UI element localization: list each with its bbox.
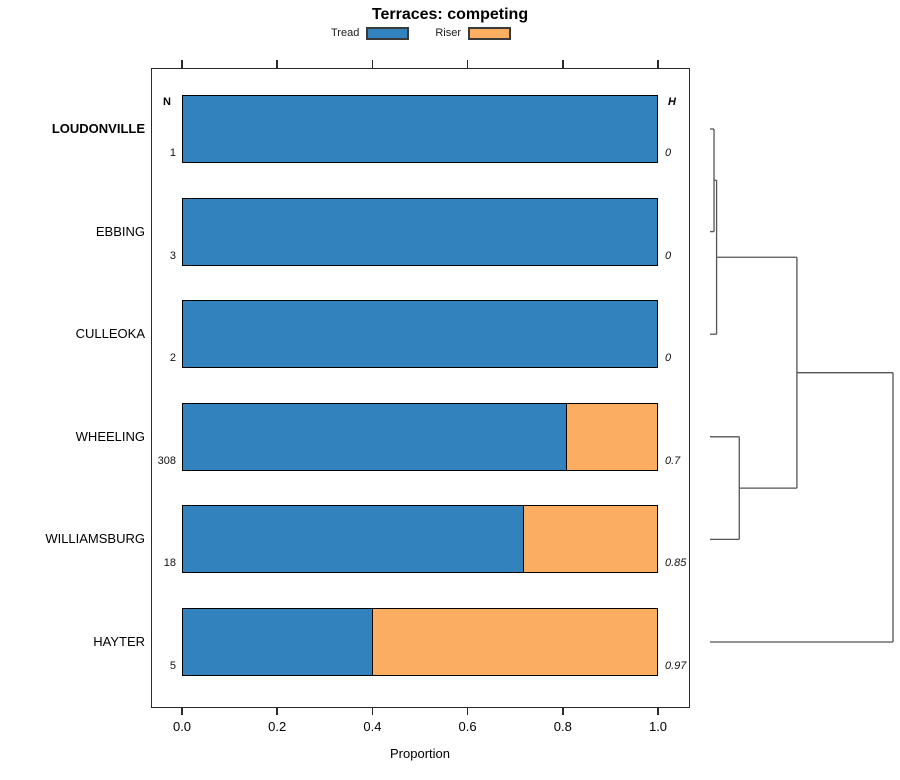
n-value-ebbing: 3 — [169, 249, 176, 262]
legend-swatch-tread — [366, 26, 410, 40]
h-column-header: H — [668, 96, 676, 108]
n-value-williamsburg: 18 — [163, 557, 176, 570]
x-tick — [657, 60, 659, 68]
x-tick — [657, 706, 659, 715]
bar-segment-tread-loudonville — [183, 96, 657, 162]
n-value-culleoka: 2 — [169, 352, 176, 365]
bar-williamsburg — [182, 505, 658, 574]
bar-segment-tread-hayter — [183, 609, 373, 675]
bar-culleoka — [182, 300, 658, 369]
x-tick-label: 0.4 — [363, 719, 382, 734]
bar-wheeling — [182, 402, 658, 471]
legend-item-riser: Riser — [435, 26, 511, 40]
category-label-williamsburg: WILLIAMSBURG — [45, 531, 145, 547]
bar-loudonville — [182, 95, 658, 163]
x-tick — [562, 706, 564, 715]
x-tick-label: 0.2 — [268, 719, 287, 734]
x-tick — [562, 60, 564, 68]
legend-swatch-riser — [468, 26, 511, 40]
legend: Tread Riser — [0, 25, 842, 41]
legend-label-riser: Riser — [435, 27, 461, 39]
bar-segment-tread-williamsburg — [183, 506, 525, 573]
h-value-culleoka: 0 — [665, 352, 672, 365]
category-label-ebbing: EBBING — [95, 223, 145, 239]
category-label-loudonville: LOUDONVILLE — [51, 121, 145, 136]
bar-segment-tread-wheeling — [183, 403, 567, 470]
x-tick — [466, 60, 469, 68]
x-tick — [371, 60, 374, 68]
x-tick-label: 0.0 — [172, 719, 192, 734]
h-value-loudonville: 0 — [665, 147, 672, 159]
x-tick-label: 0.8 — [553, 719, 572, 734]
category-label-hayter: HAYTER — [93, 634, 145, 649]
category-label-wheeling: WHEELING — [75, 428, 145, 444]
h-value-hayter: 0.97 — [665, 660, 687, 672]
legend-item-tread: Tread — [331, 26, 410, 40]
legend-label-tread: Tread — [331, 27, 360, 39]
n-value-loudonville: 1 — [169, 147, 176, 159]
n-column-header: N — [163, 96, 171, 108]
bar-ebbing — [182, 197, 658, 266]
h-value-ebbing: 0 — [665, 249, 672, 262]
x-tick — [371, 706, 374, 715]
n-value-hayter: 5 — [169, 660, 176, 672]
plot-area — [151, 68, 690, 708]
bar-hayter — [182, 608, 658, 676]
x-tick — [276, 60, 278, 68]
h-value-williamsburg: 0.85 — [665, 557, 687, 570]
x-tick — [466, 706, 469, 715]
x-tick-label: 0.6 — [458, 719, 477, 734]
bar-segment-tread-ebbing — [183, 198, 657, 265]
n-value-wheeling: 308 — [157, 454, 176, 467]
dendrogram-links — [710, 128, 894, 643]
category-label-culleoka: CULLEOKA — [75, 326, 145, 342]
x-tick — [181, 706, 183, 715]
bar-segment-tread-culleoka — [183, 301, 657, 368]
x-tick-label: 1.0 — [648, 719, 668, 734]
x-tick — [181, 60, 183, 68]
x-axis-title: Proportion — [390, 746, 450, 761]
x-tick — [276, 706, 278, 715]
chart-title: Terraces: competing — [371, 6, 529, 23]
h-value-wheeling: 0.7 — [665, 454, 681, 467]
